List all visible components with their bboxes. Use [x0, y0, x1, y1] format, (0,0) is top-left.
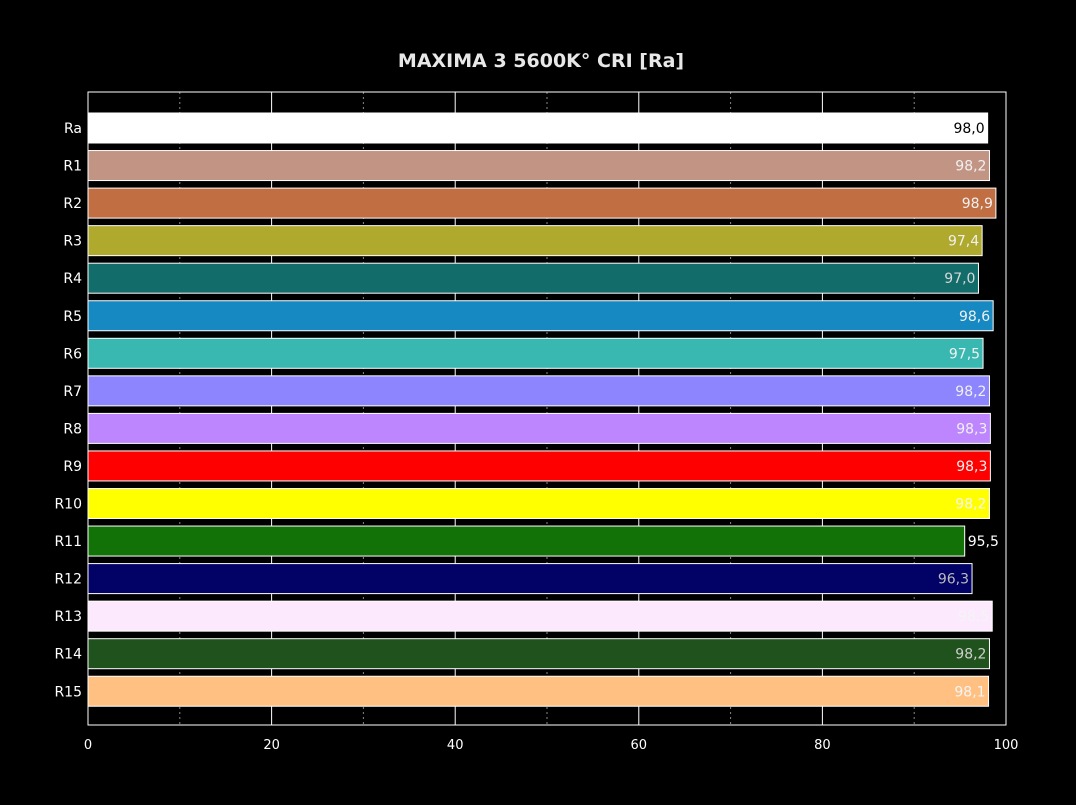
y-tick-label: R14 [54, 647, 82, 663]
y-tick-label: R13 [54, 609, 82, 625]
x-axis-tick-labels: 0 20 40 60 80 100 [84, 738, 1019, 753]
bar-r1 [87, 150, 990, 182]
y-tick-label: R2 [63, 196, 82, 212]
value-label: 97,5 [949, 346, 980, 362]
y-tick-label: R1 [63, 159, 82, 175]
bar-r2 [87, 187, 997, 219]
y-tick-label: R12 [54, 572, 82, 588]
value-label: 98,0 [953, 121, 984, 137]
bar-r12 [87, 563, 973, 595]
y-tick-label: R15 [54, 684, 82, 700]
value-label: 98,6 [959, 309, 990, 325]
y-tick-label: R8 [63, 421, 82, 437]
value-label: 96,3 [938, 572, 969, 588]
value-label: 97,0 [944, 271, 975, 287]
y-tick-label: R5 [63, 309, 82, 325]
bar-r5 [87, 300, 994, 332]
y-tick-label: R4 [63, 271, 82, 287]
value-label: 98,3 [956, 459, 987, 475]
y-tick-label: R7 [63, 384, 82, 400]
x-tick-label: 100 [994, 738, 1019, 753]
y-tick-label: Ra [64, 121, 82, 137]
x-tick-label: 40 [447, 738, 464, 753]
bar-r8 [87, 412, 991, 444]
bar-r7 [87, 375, 990, 407]
bar-r9 [87, 450, 991, 482]
x-tick-label: 0 [84, 738, 92, 753]
value-label: 98,2 [955, 647, 986, 663]
value-label: 95,5 [968, 534, 999, 550]
bar-r6 [87, 337, 984, 369]
value-label: 98,9 [962, 196, 993, 212]
chart-title: MAXIMA 3 5600K° CRI [Ra] [398, 50, 684, 72]
bar-r3 [87, 225, 983, 257]
bars: 98,0 98,2 98,9 97,4 97,0 98,6 97,5 98,2 98,3 98,3… [87, 112, 999, 707]
value-label: 98,1 [954, 684, 985, 700]
value-label: 98,3 [956, 421, 987, 437]
bar-r11 [87, 525, 966, 557]
bar-r13 [87, 600, 993, 632]
bar-r10 [87, 488, 990, 519]
x-tick-label: 80 [814, 738, 831, 753]
value-label: 98,2 [955, 384, 986, 400]
bar-r14 [87, 638, 990, 670]
y-tick-label: R10 [54, 497, 82, 513]
y-axis-tick-labels: Ra R1 R2 R3 R4 R5 R6 R7 R8 R9 R10 R11 R12 R13 R14 R15 [54, 121, 82, 700]
y-tick-label: R6 [63, 346, 82, 362]
x-tick-label: 20 [263, 738, 280, 753]
y-tick-label: R9 [63, 459, 82, 475]
bar-ra [87, 112, 989, 144]
value-label: 98,5 [958, 609, 989, 625]
value-label: 98,2 [955, 159, 986, 175]
y-tick-label: R3 [63, 234, 82, 250]
y-tick-label: R11 [54, 534, 82, 550]
value-label: 97,4 [948, 234, 979, 250]
plot-frame [87, 91, 1007, 726]
bar-r15 [87, 675, 990, 707]
value-label: 98,2 [955, 497, 986, 513]
bar-r4 [87, 262, 979, 294]
x-tick-label: 60 [631, 738, 648, 753]
